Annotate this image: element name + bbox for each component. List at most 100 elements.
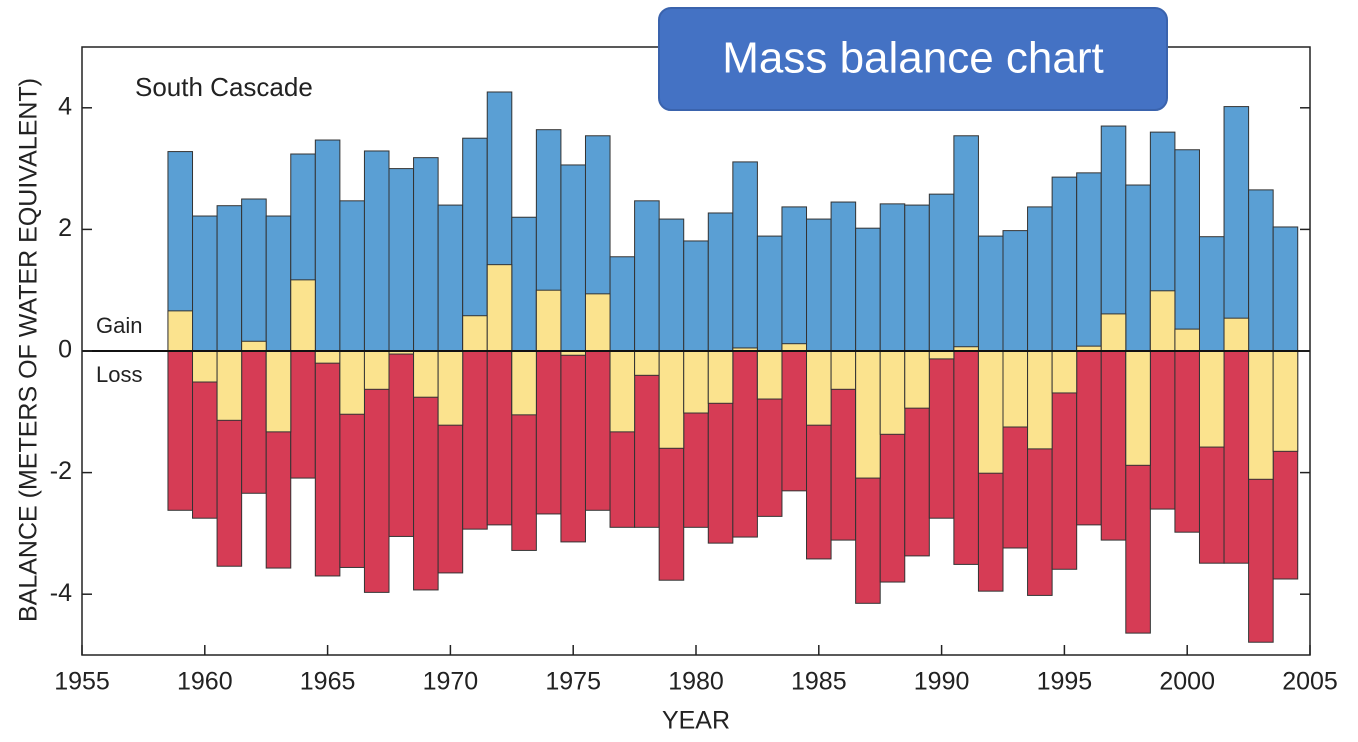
bar: [830, 201, 857, 352]
bar: [388, 350, 415, 537]
bar: [192, 350, 218, 383]
bar: [1272, 350, 1299, 452]
bar: [1100, 313, 1127, 352]
x-tick-label: 1980: [668, 668, 724, 696]
bar: [1198, 236, 1225, 352]
bar: [1149, 290, 1176, 352]
bar: [584, 293, 611, 352]
bar: [167, 310, 194, 352]
y-tick-label: 2: [58, 214, 72, 242]
bar: [1174, 149, 1200, 352]
x-tick-label: 2000: [1159, 668, 1215, 696]
bar: [339, 200, 365, 352]
y-tick-label: 0: [58, 336, 72, 364]
bar: [216, 205, 243, 352]
bar: [855, 227, 881, 352]
bar: [928, 350, 955, 519]
bar: [314, 350, 341, 577]
bar: [707, 350, 734, 404]
x-tick-label: 1955: [54, 668, 110, 696]
bar: [609, 256, 636, 352]
bar: [1076, 350, 1102, 526]
x-tick-label: 1970: [423, 668, 479, 696]
bar: [609, 350, 636, 433]
bar: [339, 350, 365, 415]
bar: [413, 157, 439, 352]
bar: [1125, 350, 1151, 466]
bar: [413, 350, 439, 398]
bar: [241, 340, 267, 352]
bar: [658, 218, 685, 352]
bar: [977, 235, 1004, 352]
bar: [1198, 350, 1225, 448]
bar: [928, 350, 955, 360]
chart-title: South Cascade: [135, 72, 313, 102]
bar: [806, 350, 832, 426]
annotation-box: [658, 7, 1168, 111]
bar: [977, 350, 1004, 474]
bar: [683, 350, 709, 414]
bar: [241, 198, 267, 352]
bar: [216, 350, 243, 421]
bar: [781, 206, 808, 352]
bar: [535, 350, 562, 515]
bar: [265, 215, 292, 352]
bar: [437, 204, 464, 352]
bar: [290, 350, 316, 479]
bar: [1149, 350, 1176, 510]
bar: [928, 193, 955, 352]
bar: [265, 350, 292, 433]
bar: [560, 164, 586, 352]
bar: [314, 350, 341, 364]
bar: [658, 350, 685, 449]
bar: [486, 350, 513, 526]
annotation: Mass balance chart: [722, 34, 1104, 83]
bar: [363, 150, 390, 352]
bar: [1027, 206, 1053, 352]
bar: [584, 350, 611, 511]
bar: [756, 350, 783, 400]
bar: [1002, 350, 1029, 428]
bar: [511, 216, 537, 352]
bar: [314, 139, 341, 352]
y-tick-label: -4: [50, 579, 72, 607]
bar: [462, 350, 488, 530]
bar: [634, 200, 660, 352]
bar: [1223, 106, 1250, 352]
bar: [953, 350, 979, 565]
x-tick-label: 1960: [177, 668, 233, 696]
bar: [535, 289, 562, 352]
bar: [781, 350, 808, 492]
bar: [732, 161, 758, 352]
x-tick-label: 1965: [300, 668, 356, 696]
bar: [388, 168, 415, 352]
bar: [511, 350, 537, 416]
bar: [830, 350, 857, 390]
bar: [1248, 350, 1274, 480]
bar: [363, 350, 390, 390]
bar: [683, 240, 709, 352]
x-tick-label: 2005: [1282, 668, 1338, 696]
bar: [1125, 184, 1151, 352]
x-tick-label: 1990: [914, 668, 970, 696]
x-tick-label: 1995: [1037, 668, 1093, 696]
x-tick-label: 1985: [791, 668, 847, 696]
bar: [1002, 230, 1029, 352]
y-tick-label: -2: [50, 457, 72, 485]
bar: [1223, 350, 1250, 564]
bar: [1174, 328, 1200, 352]
loss-label: Loss: [96, 362, 142, 387]
bar: [634, 350, 660, 376]
bar: [363, 350, 390, 593]
bar: [879, 350, 906, 435]
y-axis-title: BALANCE (METERS OF WATER EQUIVALENT): [15, 78, 43, 622]
bar: [1100, 350, 1127, 541]
gain-label: Gain: [96, 313, 142, 338]
bar: [1174, 350, 1200, 533]
bar: [953, 135, 979, 352]
bar: [879, 203, 906, 352]
bar: [1027, 350, 1053, 450]
bar: [855, 350, 881, 479]
bar: [904, 350, 930, 409]
